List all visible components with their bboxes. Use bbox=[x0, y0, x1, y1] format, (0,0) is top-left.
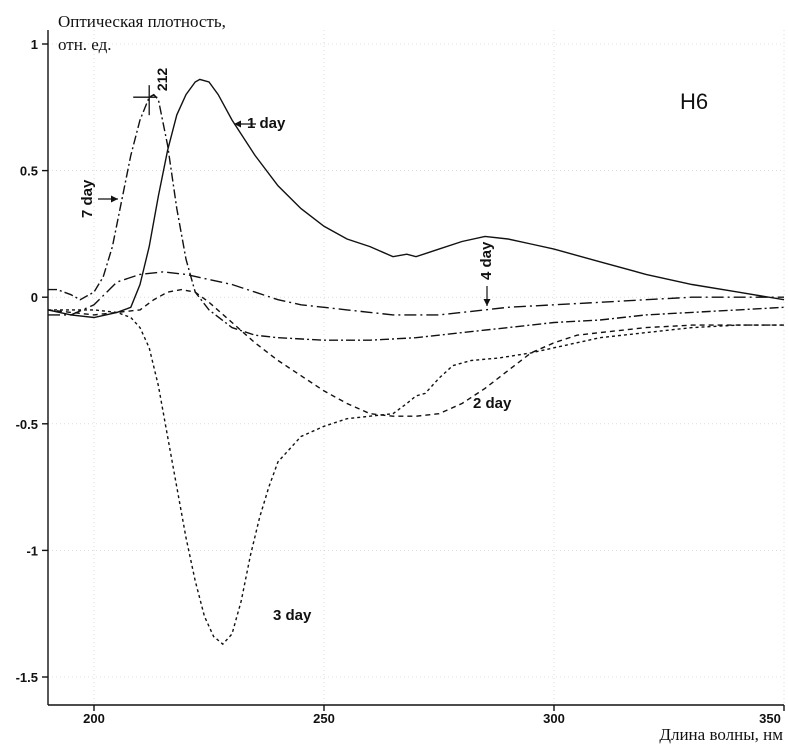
ticks-layer: 1 0.5 0 -0.5 -1 -1.5 200 250 300 350 bbox=[16, 37, 785, 726]
arrow-1-day-head bbox=[234, 120, 241, 128]
series-label-1-day: 1 day bbox=[247, 115, 286, 132]
grid-layer bbox=[48, 30, 785, 705]
y-tick-label: -0.5 bbox=[16, 417, 38, 432]
y-tick-label: 1 bbox=[31, 37, 38, 52]
x-tick-label: 200 bbox=[83, 711, 105, 726]
y-tick-label: 0.5 bbox=[20, 164, 38, 179]
series-line-7-day bbox=[48, 93, 785, 341]
x-tick-label: 250 bbox=[313, 711, 335, 726]
series-label-3-day: 3 day bbox=[273, 607, 312, 624]
x-axis-label: Длина волны, нм bbox=[659, 725, 783, 744]
peak-label: 212 bbox=[154, 68, 170, 92]
y-tick-label: 0 bbox=[31, 290, 38, 305]
y-tick-label: -1 bbox=[26, 543, 38, 558]
y-axis-label-line1: Оптическая плотность, bbox=[58, 12, 226, 31]
panel-label: H6 bbox=[680, 89, 708, 114]
series-line-4-day bbox=[48, 271, 784, 316]
arrow-7-day-head bbox=[111, 195, 118, 203]
arrow-4-day-head bbox=[483, 299, 491, 306]
y-tick-label: -1.5 bbox=[16, 670, 38, 685]
series-label-2-day: 2 day bbox=[473, 395, 512, 412]
series-line-3-day bbox=[48, 309, 784, 646]
series-label-4-day: 4 day bbox=[478, 241, 495, 280]
series-line-2-day bbox=[47, 288, 784, 417]
series-label-7-day: 7 day bbox=[79, 179, 96, 218]
y-axis-label-line2: отн. ед. bbox=[58, 35, 112, 54]
x-tick-label: 350 bbox=[759, 711, 781, 726]
series-line-1-day bbox=[47, 78, 785, 319]
x-tick-label: 300 bbox=[543, 711, 565, 726]
series-layer bbox=[47, 78, 785, 646]
annotation-layer: 1 day 2 day 3 day 4 day 7 day 212 bbox=[79, 68, 512, 624]
